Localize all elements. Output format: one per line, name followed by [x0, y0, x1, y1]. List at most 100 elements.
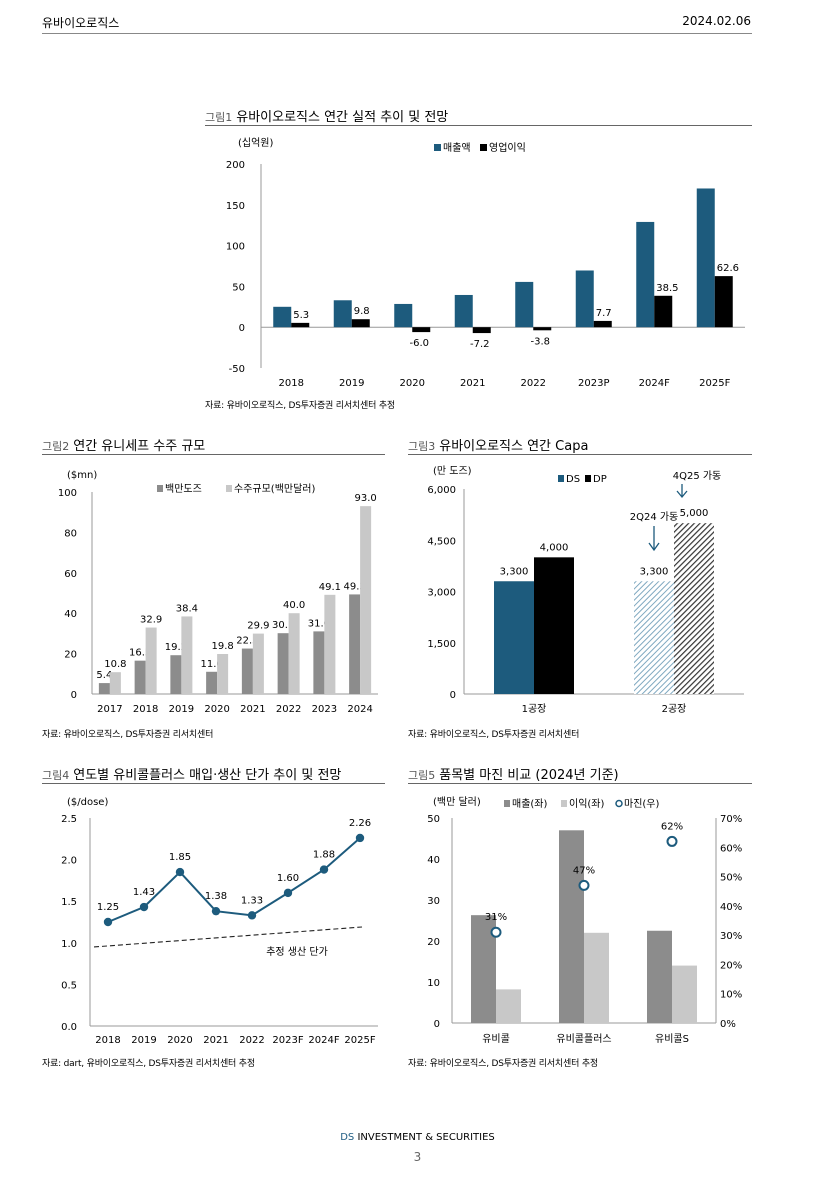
fig2-xtick: 2023	[312, 704, 337, 715]
fig2-xtick: 2018	[133, 704, 158, 715]
fig1-legend-revenue: 매출액	[443, 142, 471, 154]
fig4-ytick: 1.5	[61, 897, 77, 908]
fig3-xtick: 2공장	[662, 703, 687, 715]
fig5-margin-point	[578, 879, 590, 891]
fig2-data-label: 31.0	[308, 618, 330, 629]
fig2-data-label: 38.4	[176, 603, 198, 614]
fig5-unit: (백만 달러)	[433, 796, 481, 808]
fig3-source: 자료: 유바이오로직스, DS투자증권 리서치센터	[408, 730, 580, 740]
fig5-legend-swatch-margin	[615, 799, 623, 808]
fig4-rule	[42, 783, 385, 784]
fig2-bar-doses	[134, 660, 146, 694]
page-number: 3	[413, 1150, 422, 1164]
fig3-bar-ds	[494, 581, 534, 694]
fig5-ytick-right: 20%	[720, 960, 742, 971]
fig2-data-label: 93.0	[354, 493, 376, 504]
fig1-bar-op	[533, 327, 552, 331]
fig2-bar-doses	[98, 683, 110, 694]
fig5-ytick-left: 20	[427, 937, 440, 948]
fig1-legend-op: 영업이익	[489, 141, 526, 154]
fig4-title: 그림4 연도별 유비콜플러스 매입·생산 단가 추이 및 전망	[42, 764, 341, 783]
fig2-bar-value	[109, 672, 121, 694]
fig4-data-label: 1.33	[241, 895, 263, 906]
fig1-rule	[205, 125, 752, 126]
fig5-bar-revenue	[559, 830, 584, 1023]
fig1-xtick: 2023P	[578, 378, 609, 389]
fig2-ytick: 0	[71, 690, 77, 701]
fig1-xtick: 2022	[521, 378, 546, 389]
fig1-ytick: -50	[229, 364, 245, 375]
fig1-bar-op	[472, 327, 491, 334]
fig1-bar-op	[291, 322, 310, 328]
fig3-annotation-4q25: 4Q25 가동	[673, 470, 722, 482]
fig2-bar-value	[181, 616, 193, 694]
fig2-bar-value	[360, 506, 372, 694]
fig3-bar-dp	[674, 523, 714, 694]
fig5-legend-profit: 이익(좌)	[569, 798, 605, 810]
fig1-bar-revenue	[454, 294, 473, 328]
fig2-bar-doses	[206, 671, 218, 694]
fig2-bar-doses	[241, 648, 253, 694]
fig2-xtick: 2024	[347, 704, 372, 715]
fig2-data-label: 49.3	[343, 581, 365, 592]
fig4-trend-label: 추정 생산 단가	[266, 946, 328, 958]
fig5-legend-revenue: 매출(좌)	[512, 798, 548, 810]
fig4-series-line	[107, 837, 361, 923]
fig1-bar-op	[412, 327, 431, 333]
fig3-legend-dp: DP	[593, 474, 607, 485]
fig2-legend-swatch-value	[226, 485, 232, 492]
fig3-data-label: 4,000	[540, 542, 569, 553]
fig3-ytick: 0	[450, 690, 456, 701]
fig1-bar-revenue	[636, 221, 655, 328]
fig2-xtick: 2017	[97, 704, 122, 715]
fig5-margin-label: 62%	[661, 821, 683, 832]
fig4-xtick: 2022	[239, 1035, 264, 1046]
fig1-ytick: 50	[232, 282, 245, 293]
fig4-ytick: 2.5	[61, 814, 77, 825]
fig4-point	[103, 917, 113, 927]
fig2-data-label: 19.8	[211, 641, 233, 652]
fig1-data-label: -6.0	[409, 338, 429, 349]
fig3-rule	[408, 454, 752, 455]
fig5-legend-swatch-profit	[561, 800, 567, 807]
fig4-ytick: 2.0	[61, 856, 77, 867]
fig3-bar-ds	[634, 581, 674, 694]
fig1-data-label: 9.8	[354, 306, 370, 317]
fig5-margin-point	[490, 926, 502, 938]
fig3-legend-swatch-ds	[558, 475, 564, 482]
header-divider	[42, 33, 752, 34]
fig4-xtick: 2025F	[344, 1035, 375, 1046]
fig3-title: 그림3 유바이오로직스 연간 Capa	[408, 435, 588, 454]
fig3-legend-ds: DS	[566, 474, 580, 485]
fig5-bar-profit	[496, 989, 521, 1023]
fig4-data-label: 2.26	[349, 818, 371, 829]
fig3-arrowhead-4q25	[676, 490, 688, 499]
fig2-xtick: 2020	[204, 704, 229, 715]
fig2-legend-swatch-doses	[157, 485, 163, 492]
fig5-source: 자료: 유바이오로직스, DS투자증권 리서치센터 추정	[408, 1059, 598, 1069]
header-date: 2024.02.06	[682, 14, 751, 28]
fig2-data-label: 40.0	[283, 600, 305, 611]
fig2-ytick: 60	[64, 569, 77, 580]
fig4-point	[283, 888, 293, 898]
fig5-ytick-left: 50	[427, 814, 440, 825]
fig4-xtick: 2018	[95, 1035, 120, 1046]
fig5-margin-label: 47%	[573, 865, 595, 876]
fig1-xtick: 2024F	[639, 378, 670, 389]
fig3-ytick: 3,000	[427, 588, 456, 599]
fig1-xtick: 2021	[460, 378, 485, 389]
fig4-chart: ($/dose) 2.5 2.0 1.5 1.0 0.5 0.0 추정 생산 단가 1.25 1.…	[61, 797, 378, 1046]
fig1-data-label: -7.2	[470, 339, 490, 350]
fig1-legend-swatch-revenue	[434, 144, 441, 151]
fig5-ytick-left: 40	[427, 855, 440, 866]
fig2-data-label: 29.9	[247, 621, 269, 632]
fig5-legend-margin: 마진(우)	[624, 798, 660, 810]
fig4-ytick: 1.0	[61, 939, 77, 950]
fig2-rule	[42, 454, 385, 455]
fig2-bar-value	[324, 594, 336, 694]
fig5-ytick-right: 10%	[720, 990, 742, 1001]
fig1-xtick: 2019	[339, 378, 364, 389]
fig1-xtick: 2020	[400, 378, 425, 389]
fig2-data-label: 5.4	[96, 670, 112, 681]
fig4-data-label: 1.38	[205, 891, 227, 902]
